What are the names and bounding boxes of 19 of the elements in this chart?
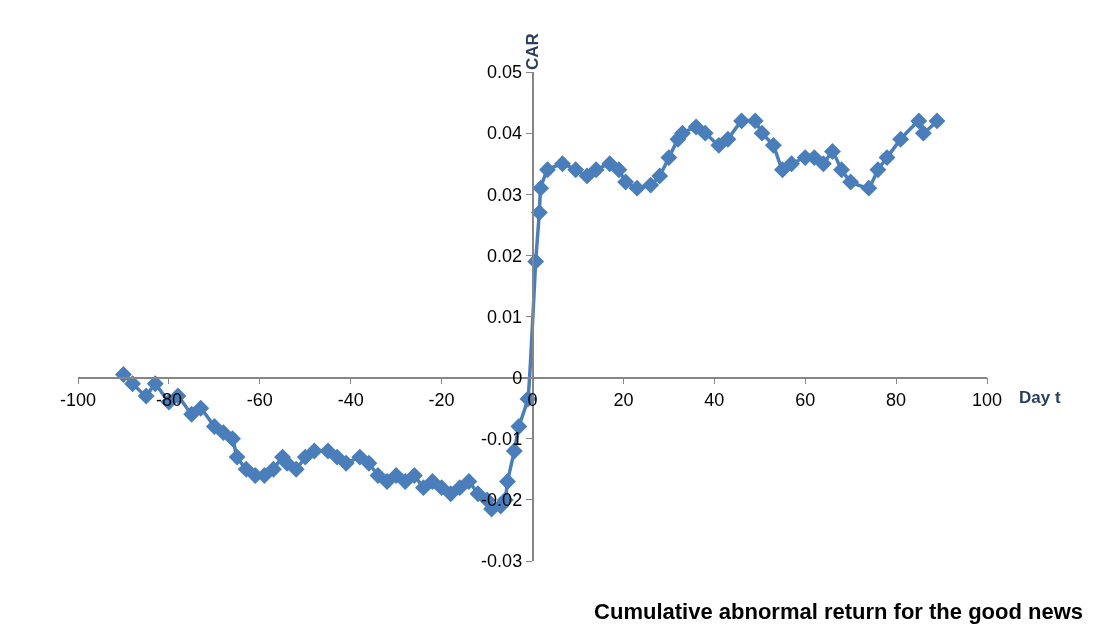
x-tick-label: 60 — [795, 389, 816, 410]
x-tick-label: 100 — [971, 389, 1003, 410]
text: Cumulative abnormal return for the good news — [594, 599, 1084, 625]
x-tick-label: 40 — [704, 389, 725, 410]
x-axis-title: Day t — [1019, 388, 1061, 407]
x-tick-label: -20 — [428, 389, 455, 410]
y-tick-label: 0 — [512, 367, 523, 388]
y-tick-label: 0.02 — [487, 245, 523, 266]
y-axis-title: CAR — [523, 33, 542, 70]
x-tick-label: -100 — [59, 389, 97, 410]
x-tick-label: 80 — [886, 389, 907, 410]
x-tick-label: -60 — [246, 389, 273, 410]
x-tick-label: 20 — [613, 389, 634, 410]
y-tick-label: -0.03 — [481, 551, 523, 572]
x-tick-label: -40 — [337, 389, 364, 410]
y-tick-label: 0.01 — [487, 306, 523, 327]
y-tick-label: 0.03 — [487, 184, 523, 205]
y-tick-label: 0.04 — [487, 123, 523, 144]
y-tick-label: 0.05 — [487, 62, 523, 83]
